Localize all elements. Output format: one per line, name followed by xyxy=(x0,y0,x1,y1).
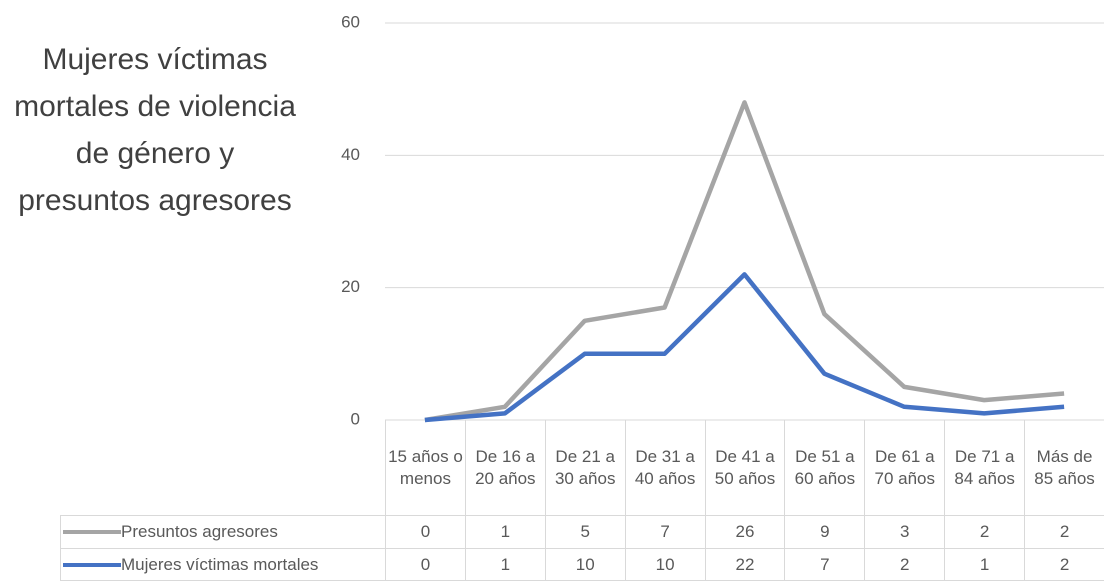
table-value: 26 xyxy=(704,515,785,548)
legend-entry: Presuntos agresores xyxy=(60,515,385,548)
table-value: 0 xyxy=(385,548,465,581)
legend-key xyxy=(63,530,121,534)
table-value: 10 xyxy=(544,548,625,581)
table-value: 2 xyxy=(864,548,945,581)
x-tick-label: 15 años o menos xyxy=(385,420,465,515)
table-value: 22 xyxy=(704,548,785,581)
table-value: 2 xyxy=(1024,515,1104,548)
x-tick-label: Más de 85 años xyxy=(1024,420,1104,515)
legend-entry: Mujeres víctimas mortales xyxy=(60,548,385,581)
table-value: 7 xyxy=(624,515,705,548)
table-value: 5 xyxy=(544,515,625,548)
legend-label: Presuntos agresores xyxy=(121,522,278,541)
x-tick-label: De 71 a 84 años xyxy=(944,420,1024,515)
y-tick-label: 40 xyxy=(341,145,360,164)
series-line xyxy=(424,100,1065,423)
chart-title: Mujeres víctimas mortales de violencia d… xyxy=(14,43,296,217)
x-tick-label: De 61 a 70 años xyxy=(864,420,944,515)
table-value: 3 xyxy=(864,515,945,548)
y-tick-label: 60 xyxy=(341,12,360,31)
legend-label: Mujeres víctimas mortales xyxy=(121,554,319,574)
y-tick-label: 20 xyxy=(341,277,360,296)
x-tick-label: De 21 a 30 años xyxy=(544,420,625,515)
legend-key xyxy=(63,562,121,567)
table-value: 0 xyxy=(385,515,465,548)
table-value: 1 xyxy=(464,548,545,581)
x-tick-label: De 41 a 50 años xyxy=(704,420,785,515)
table-value: 1 xyxy=(464,515,545,548)
series-line xyxy=(424,272,1065,423)
table-value: 2 xyxy=(1024,548,1104,581)
table-value: 7 xyxy=(784,548,865,581)
x-tick-label: De 31 a 40 años xyxy=(624,420,705,515)
table-value: 9 xyxy=(784,515,865,548)
table-value: 1 xyxy=(944,548,1025,581)
y-tick-label: 0 xyxy=(351,409,360,428)
x-tick-label: De 51 a 60 años xyxy=(784,420,864,515)
x-tick-label: De 16 a 20 años xyxy=(464,420,545,515)
table-value: 10 xyxy=(624,548,705,581)
table-value: 2 xyxy=(944,515,1025,548)
